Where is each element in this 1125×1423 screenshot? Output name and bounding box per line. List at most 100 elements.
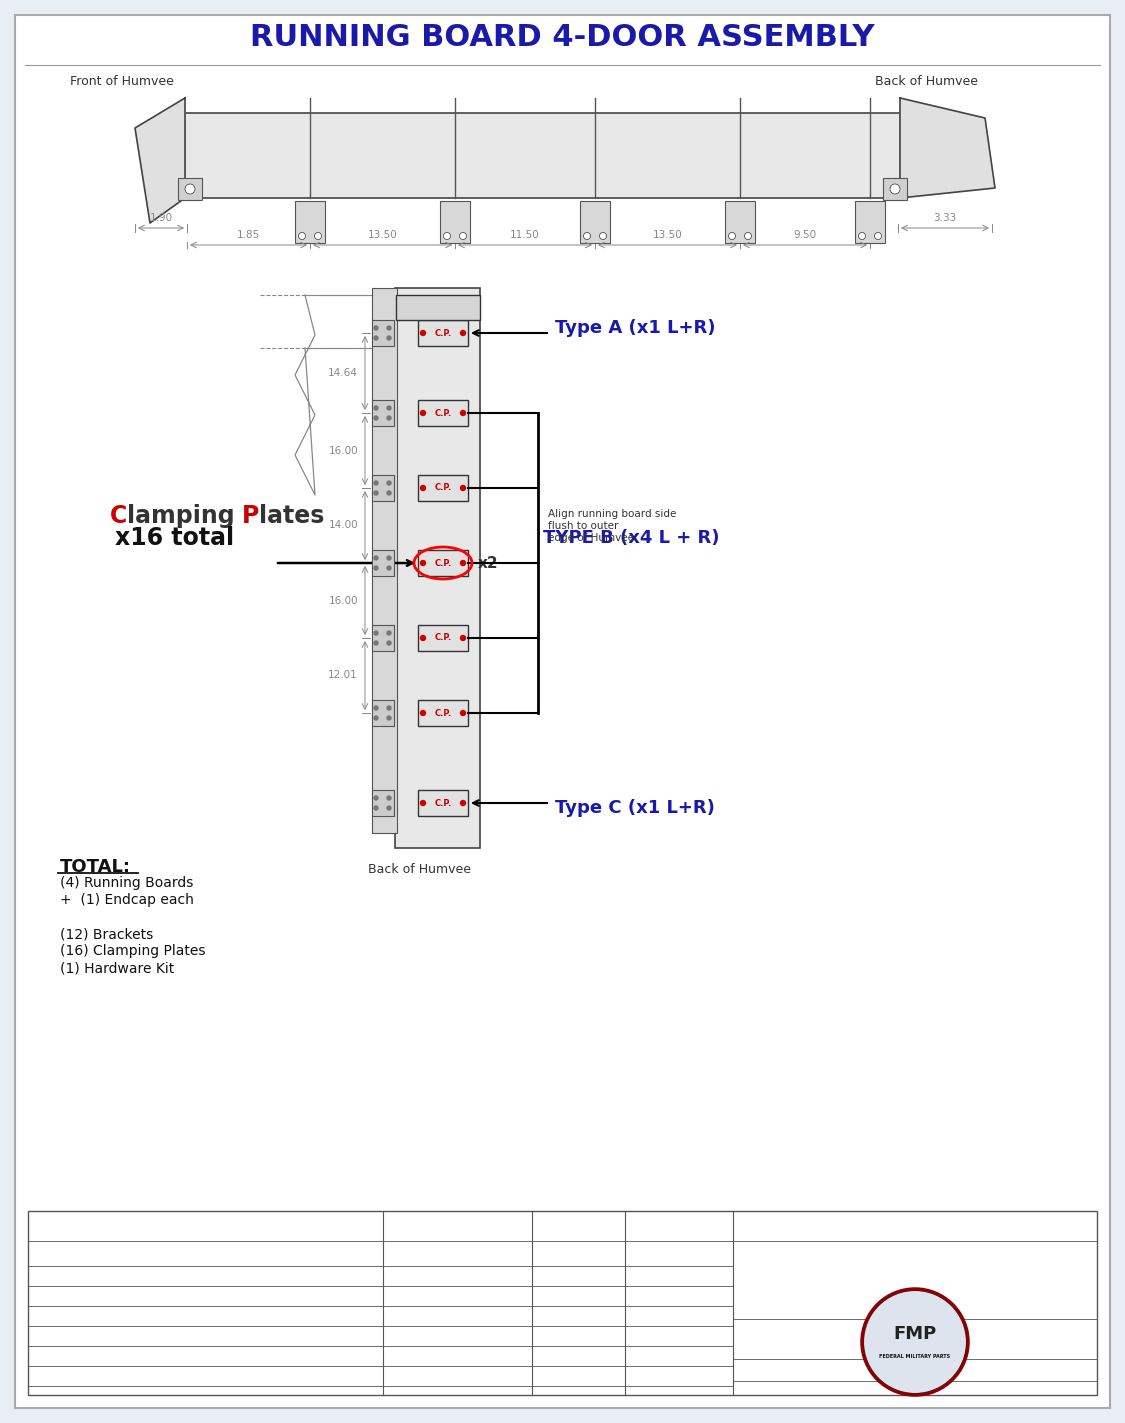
Text: 1.85: 1.85 [237, 231, 260, 240]
Bar [418, 790, 468, 815]
Text: MFG APPR.: MFG APPR. [387, 1308, 435, 1318]
Circle shape [421, 710, 425, 716]
Bar [855, 201, 885, 243]
Circle shape [387, 640, 391, 645]
Text: 13.50: 13.50 [368, 231, 397, 240]
Text: MATERIAL: MATERIAL [32, 1313, 76, 1323]
Text: Align running board side
flush to outer
edge of Humvee: Align running board side flush to outer … [548, 509, 676, 542]
Bar [178, 178, 202, 201]
Bar [418, 475, 468, 501]
Text: C.P.: C.P. [434, 709, 451, 717]
Text: DO NOT SCALE DRAWING: DO NOT SCALE DRAWING [32, 1389, 146, 1397]
Circle shape [460, 710, 466, 716]
Text: 13.50: 13.50 [652, 231, 683, 240]
Circle shape [460, 410, 466, 416]
Circle shape [460, 636, 466, 640]
Circle shape [387, 481, 391, 485]
Text: (12) Brackets: (12) Brackets [60, 926, 153, 941]
Text: THREE PLACE DECIMAL  ±.005: THREE PLACE DECIMAL ±.005 [32, 1264, 170, 1272]
Circle shape [421, 485, 425, 491]
Text: Back of Humvee: Back of Humvee [875, 75, 978, 88]
Text: C.P.: C.P. [434, 408, 451, 417]
Bar [396, 295, 480, 320]
Text: 16.00: 16.00 [328, 445, 358, 455]
Circle shape [374, 406, 378, 410]
Bar [184, 112, 900, 198]
Bar [28, 1211, 1097, 1395]
Circle shape [374, 566, 378, 571]
Text: TOTAL:: TOTAL: [60, 858, 130, 877]
Text: C.P.: C.P. [434, 329, 451, 337]
Bar [372, 625, 394, 650]
Text: REV.: REV. [1069, 1245, 1084, 1251]
Text: 3.33: 3.33 [934, 213, 956, 223]
Circle shape [374, 416, 378, 420]
Circle shape [387, 406, 391, 410]
Circle shape [374, 716, 378, 720]
Text: FINISH: FINISH [32, 1365, 62, 1373]
Text: TWO PLACE DECIMAL   ±.010: TWO PLACE DECIMAL ±.010 [32, 1254, 164, 1262]
Text: lamping: lamping [127, 504, 243, 528]
Text: TYPE B (x4 L + R): TYPE B (x4 L + R) [543, 529, 720, 546]
Text: 1.90: 1.90 [150, 213, 172, 223]
Text: NAME: NAME [566, 1212, 592, 1222]
Text: TOLERANCES:: TOLERANCES: [32, 1222, 94, 1231]
Bar [372, 475, 394, 501]
Circle shape [374, 326, 378, 330]
Text: DIMENSIONS ARE IN INCHES: DIMENSIONS ARE IN INCHES [32, 1212, 160, 1222]
Circle shape [315, 232, 322, 239]
Circle shape [298, 232, 306, 239]
Bar [395, 287, 480, 848]
Bar [372, 400, 394, 425]
Text: SCALE:1:48: SCALE:1:48 [738, 1385, 778, 1390]
Circle shape [374, 706, 378, 710]
Text: C.P.: C.P. [434, 558, 451, 568]
Text: RUNNING BOARD 4-DOOR ASSEMBLY: RUNNING BOARD 4-DOOR ASSEMBLY [250, 23, 874, 53]
Text: FMP: FMP [893, 1325, 937, 1343]
Circle shape [374, 630, 378, 635]
Text: C.P.: C.P. [434, 798, 451, 807]
Circle shape [890, 184, 900, 194]
Text: Front of Humvee: Front of Humvee [70, 75, 174, 88]
Bar [418, 625, 468, 650]
Polygon shape [135, 98, 184, 223]
Text: Running board 4-door assembly drawing: Running board 4-door assembly drawing [789, 1336, 1042, 1349]
Text: ANGULAR: MACH ±   BEND ±: ANGULAR: MACH ± BEND ± [32, 1244, 163, 1252]
Circle shape [421, 410, 425, 416]
Text: 11.50: 11.50 [510, 231, 540, 240]
Text: (16) Clamping Plates: (16) Clamping Plates [60, 943, 206, 958]
Polygon shape [900, 98, 994, 198]
Circle shape [387, 491, 391, 495]
Text: (4) Running Boards: (4) Running Boards [60, 877, 194, 889]
Circle shape [387, 795, 391, 800]
Circle shape [421, 561, 425, 565]
Circle shape [387, 326, 391, 330]
Bar [372, 551, 394, 576]
Circle shape [729, 232, 736, 239]
Circle shape [874, 232, 882, 239]
Bar [418, 320, 468, 346]
Circle shape [858, 232, 865, 239]
Circle shape [600, 232, 606, 239]
Circle shape [374, 795, 378, 800]
Text: 16.00: 16.00 [328, 595, 358, 606]
Circle shape [387, 706, 391, 710]
Text: WEIGHT:: WEIGHT: [896, 1385, 925, 1390]
Bar [418, 551, 468, 576]
Text: COMMENTS:: COMMENTS: [387, 1349, 442, 1358]
Circle shape [374, 640, 378, 645]
Circle shape [387, 556, 391, 561]
Circle shape [374, 336, 378, 340]
Circle shape [374, 481, 378, 485]
Bar [372, 287, 397, 832]
Text: C: C [110, 504, 127, 528]
Circle shape [421, 801, 425, 805]
Circle shape [863, 1291, 968, 1395]
Circle shape [387, 416, 391, 420]
Circle shape [745, 232, 752, 239]
Circle shape [387, 805, 391, 810]
Circle shape [374, 556, 378, 561]
Text: Type C (x1 L+R): Type C (x1 L+R) [555, 798, 714, 817]
Bar [418, 400, 468, 425]
Text: DRAWN: DRAWN [387, 1244, 421, 1254]
